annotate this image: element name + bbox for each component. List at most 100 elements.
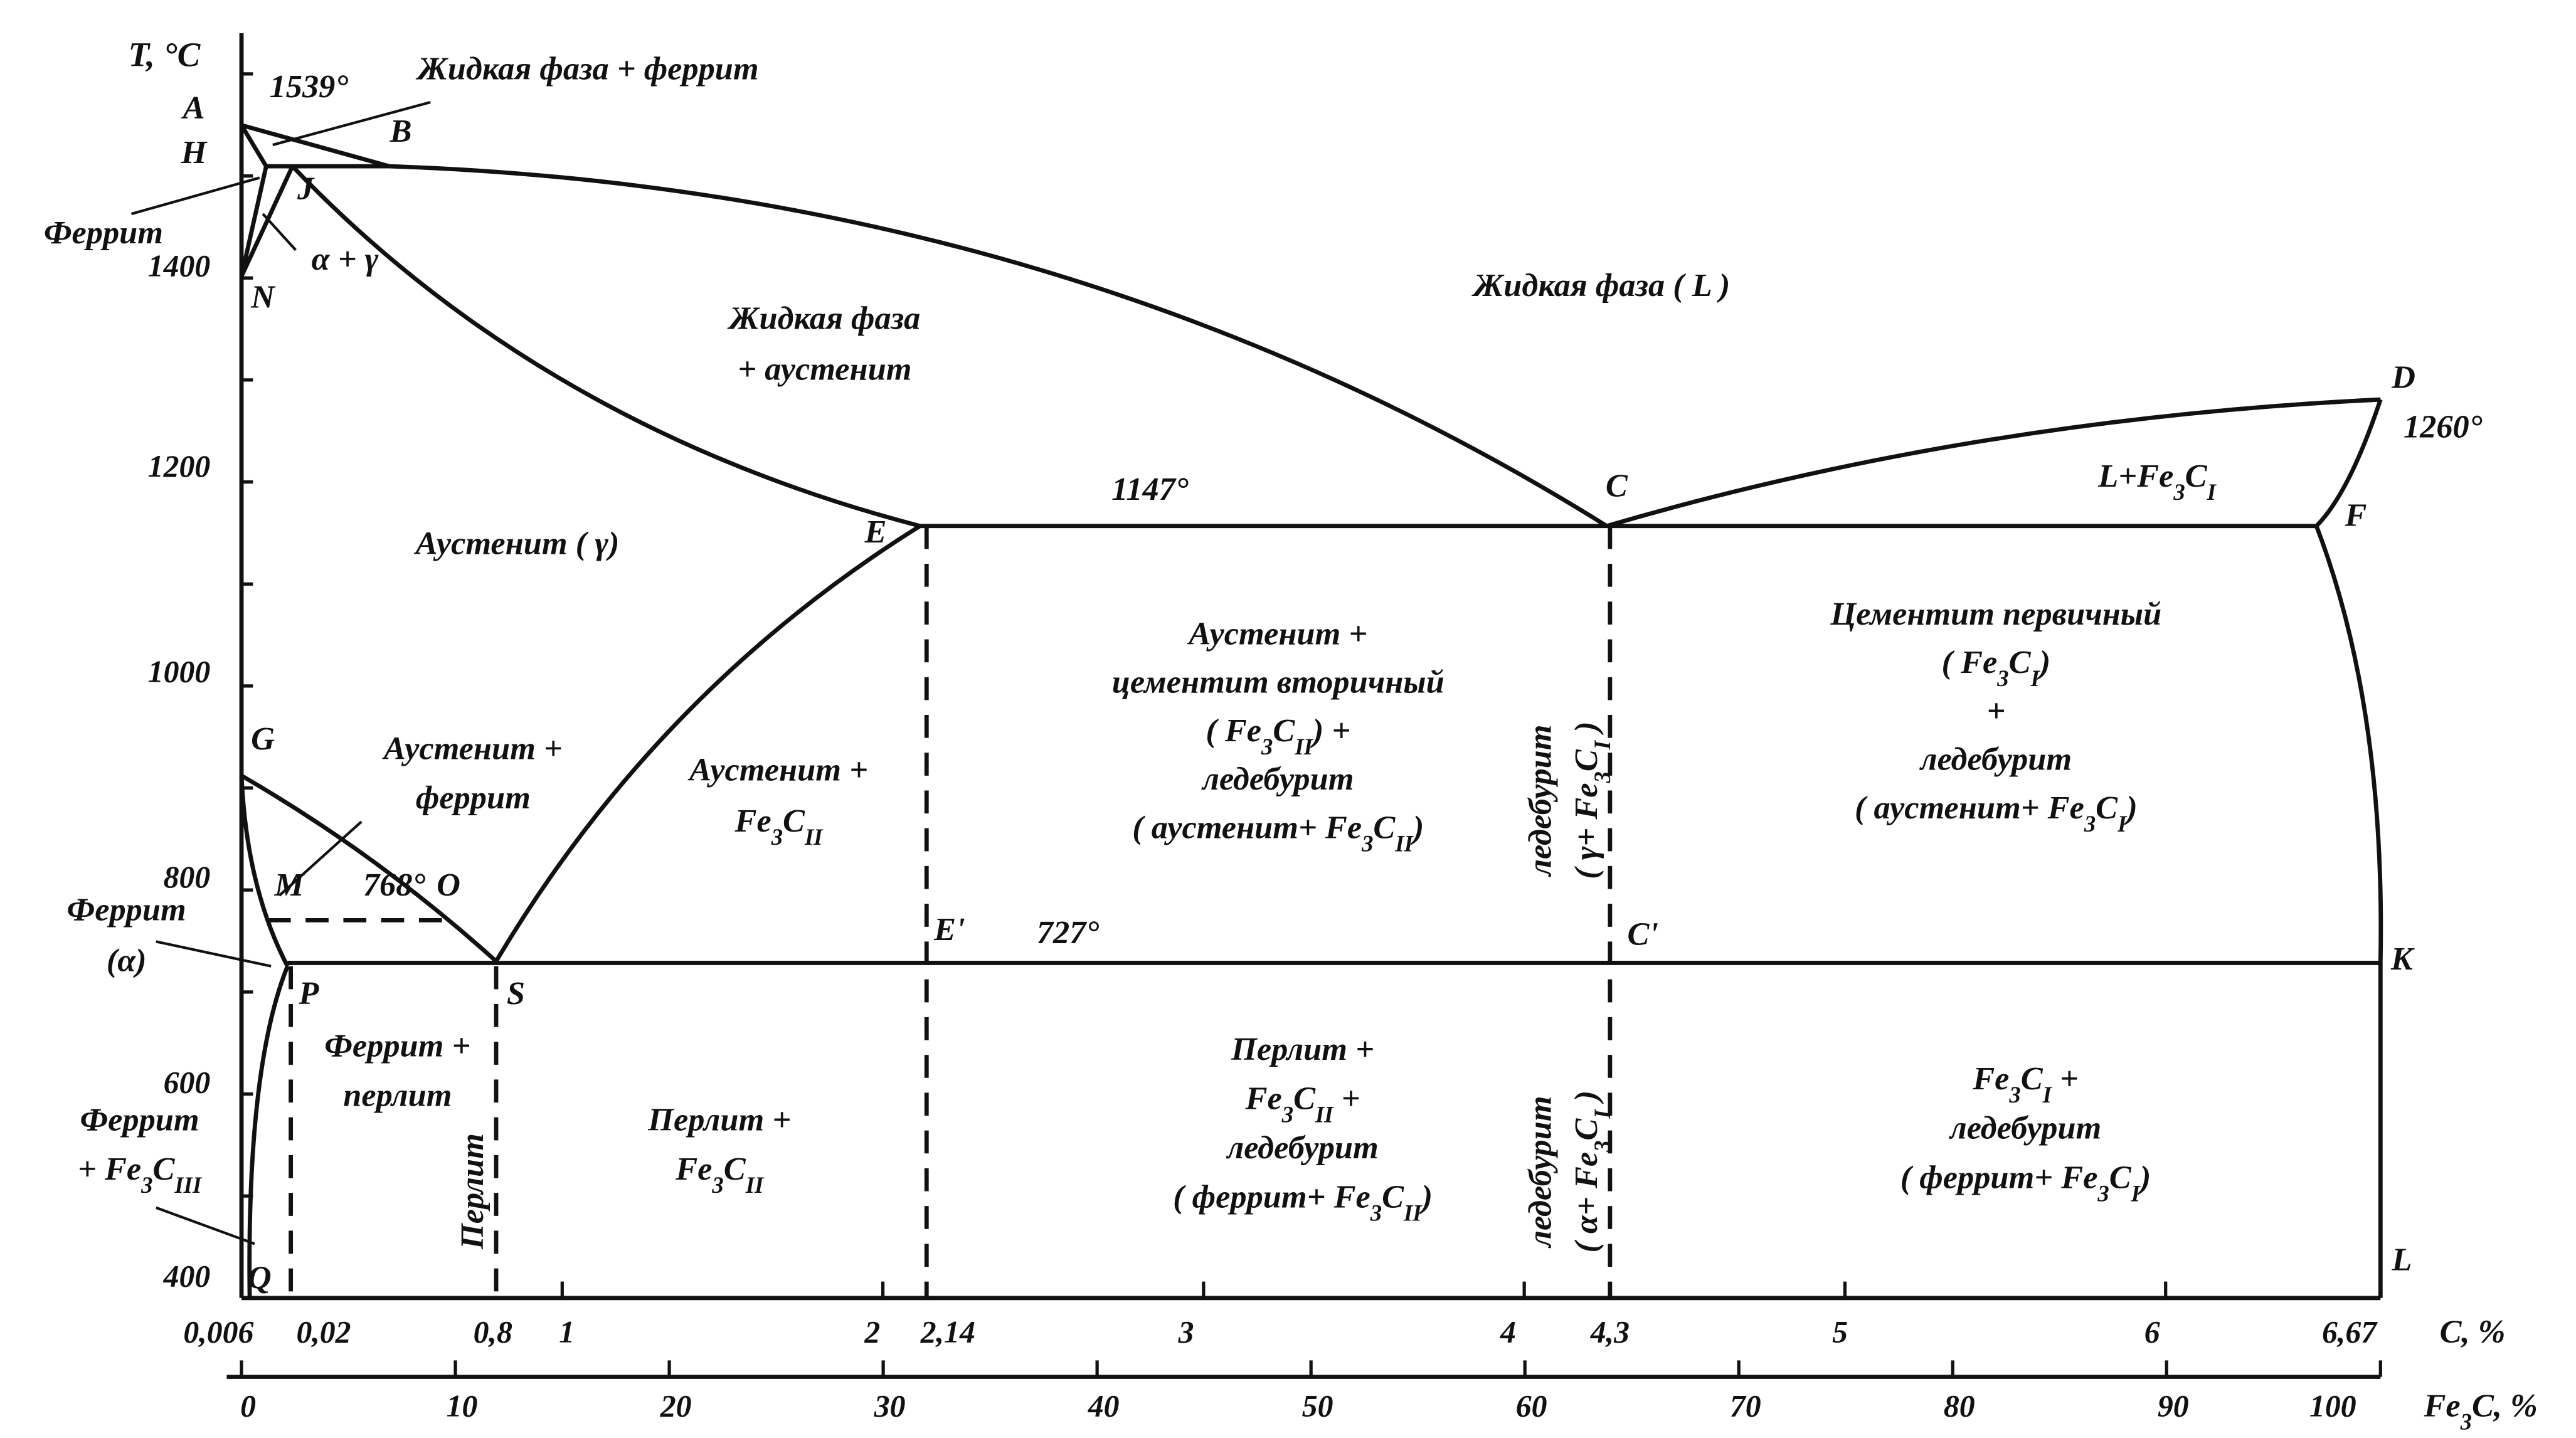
axis-title: C, % (2440, 1314, 2506, 1350)
point-label: A (181, 90, 205, 126)
text-run: II (1394, 830, 1414, 856)
text-run: + (1986, 692, 2005, 729)
text-run: Феррит + (324, 1028, 470, 1064)
text-run: ледебурит (1226, 1129, 1378, 1166)
tick-label: 20 (660, 1388, 692, 1423)
point-label: P (298, 975, 319, 1012)
text-run: C, % (2472, 1387, 2538, 1424)
region-label: ( α+ Fe3CI ) (1568, 1091, 1615, 1253)
region-label: Цементит первичный (1830, 596, 2162, 632)
region-label: (α) (107, 943, 147, 979)
text-run: Перлит + (1231, 1031, 1374, 1067)
text-run: Аустенит + (1187, 615, 1367, 652)
text-run: перлит (343, 1077, 452, 1113)
liquidus-bc (389, 164, 1608, 528)
text-run: 3 (1589, 1140, 1614, 1152)
text-run: 3 (2097, 1180, 2109, 1206)
text-run: 3 (140, 1172, 152, 1198)
tick-label: 60 (1516, 1388, 1547, 1423)
region-label: ( γ+ Fe3CI ) (1568, 721, 1615, 879)
region-label: ледебурит (1522, 724, 1559, 877)
tick-label: 50 (1302, 1388, 1333, 1423)
solidus-je (290, 164, 921, 529)
tick-label: 6 (2144, 1315, 2160, 1350)
text-run: C (1293, 1081, 1316, 1117)
text-run: ( Fe (1942, 644, 1998, 680)
tick-label: 90 (2158, 1388, 2189, 1423)
region-label: Аустенит + (1187, 615, 1367, 652)
region-label: Жидкая фаза (727, 300, 920, 336)
temperature-label: 1539° (270, 68, 349, 105)
tick-label: 400 (163, 1259, 211, 1293)
tick-label: 6,67 (2322, 1315, 2378, 1350)
region-label: перлит (343, 1077, 452, 1113)
point-label: B (390, 113, 412, 149)
tick-label: 100 (2309, 1388, 2356, 1423)
region-label: Fe3CII + (1245, 1081, 1360, 1127)
text-run: феррит (416, 780, 531, 816)
tick-label: 30 (874, 1388, 906, 1423)
region-label: Перлит (454, 1133, 490, 1250)
point-label: Q (248, 1259, 272, 1296)
point-label: J (297, 171, 315, 207)
pointer (262, 213, 297, 251)
region-label: Жидкая фаза + феррит (416, 50, 759, 87)
line-hn (239, 166, 268, 277)
text-run: Аустенит ( γ) (414, 525, 620, 561)
text-run: ) (2037, 644, 2050, 680)
liquidus-ab (241, 123, 390, 169)
text-run: ) + (1310, 712, 1350, 749)
region-label: Перлит + (1231, 1031, 1374, 1067)
text-run: II (1403, 1200, 1423, 1225)
region-label: L+Fe3CI (2097, 458, 2217, 505)
point-label: N (250, 278, 276, 315)
pointers (130, 100, 431, 1245)
region-label: ледебурит (1949, 1110, 2101, 1146)
tick-label: 1 (559, 1315, 575, 1350)
text-run: ) (2124, 790, 2137, 826)
text-run: ( феррит+ Fe (1900, 1159, 2098, 1195)
tick-label: 4 (1500, 1315, 1516, 1350)
pointer (272, 100, 431, 147)
text-run: ( феррит+ Fe (1173, 1179, 1370, 1215)
text-run: Жидкая фаза (727, 300, 920, 336)
temperature-label: 1147° (1111, 471, 1189, 507)
text-run: Жидкая фаза + феррит (416, 50, 759, 87)
text-run: C (2109, 1159, 2132, 1195)
text-run: ледебурит (1949, 1110, 2101, 1146)
text-run: ( аустенит+ Fe (1855, 790, 2084, 826)
tick-label: 5 (1832, 1315, 1848, 1350)
phase-lines (239, 123, 2383, 1298)
line-df (2314, 398, 2383, 528)
region-label: + (1986, 692, 2005, 729)
temperature-label: 768° (363, 867, 426, 903)
text-run: (α) (107, 943, 147, 979)
region-label: ( феррит+ Fe3CI) (1900, 1159, 2151, 1205)
line-es (494, 524, 921, 963)
text-run: ) (1568, 1091, 1604, 1110)
region-label: Аустенит ( γ) (414, 525, 620, 561)
point-label: O (437, 867, 460, 903)
region-label: ( Fe3CI) (1942, 644, 2051, 691)
liquidus-cd (1606, 397, 2381, 529)
axis-title: Fe3C, % (2423, 1387, 2537, 1434)
point-label: C (1606, 468, 1628, 504)
line-gp (239, 775, 290, 968)
text-run: Жидкая фаза ( L ) (1471, 267, 1730, 304)
text-run: C (152, 1151, 175, 1187)
region-label: ледебурит (1919, 741, 2072, 778)
text-run: Fe (1245, 1081, 1282, 1117)
tick-label: 2 (864, 1315, 880, 1350)
region-label: Перлит + (647, 1102, 791, 1138)
text-run: ледебурит (1201, 761, 1354, 797)
tick-label: 1400 (148, 249, 211, 283)
text-run: I (2042, 1082, 2053, 1108)
point-label: K (2390, 941, 2415, 977)
pointer (130, 176, 260, 216)
text-run: 3 (2173, 478, 2185, 504)
tick-label: 80 (1944, 1388, 1975, 1423)
text-run: III (174, 1172, 203, 1198)
tick-label: 10 (447, 1388, 478, 1423)
